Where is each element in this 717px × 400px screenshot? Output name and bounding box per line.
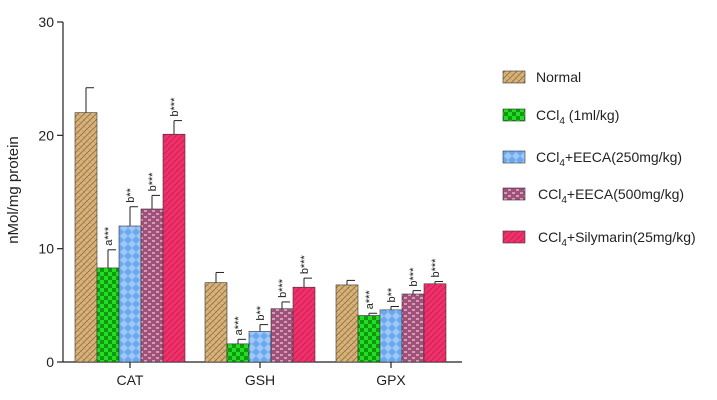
bar	[96, 267, 120, 363]
significance-label: a***	[103, 226, 115, 246]
bar	[357, 315, 381, 363]
y-tick-label: 20	[38, 127, 54, 143]
legend-label: CCl4+Silymarin(25mg/kg)	[538, 229, 696, 249]
significance-label: b**	[386, 287, 398, 302]
bar	[118, 225, 142, 363]
bar	[379, 309, 403, 363]
x-tick-label: GPX	[376, 372, 406, 388]
bar	[335, 284, 359, 363]
significance-label: b***	[277, 278, 289, 298]
significance-label: b***	[299, 254, 311, 274]
bar	[74, 112, 98, 363]
legend: Normal CCl4 (1ml/kg) CCl4+EECA(250mg/kg) CC…	[502, 69, 696, 249]
x-tick-label: GSH	[245, 372, 275, 388]
legend-swatch	[502, 187, 526, 201]
x-axis: CAT GSH GPX	[63, 361, 462, 388]
bar	[248, 331, 272, 363]
significance-label: a***	[364, 290, 376, 310]
significance-label: b***	[408, 267, 420, 287]
bar	[423, 283, 447, 363]
legend-swatch	[502, 70, 526, 84]
bar	[140, 208, 164, 363]
legend-item: Normal	[502, 69, 581, 85]
legend-label: CCl4 (1ml/kg)	[536, 107, 619, 127]
y-tick-label: 10	[38, 241, 54, 257]
y-tick-label: 30	[38, 14, 54, 30]
significance-label: b***	[430, 258, 442, 278]
significance-label: a***	[233, 316, 245, 336]
significance-label: b***	[147, 172, 159, 192]
legend-label: CCl4+EECA(250mg/kg)	[536, 149, 682, 169]
significance-label: b**	[125, 187, 137, 202]
bar	[162, 133, 186, 363]
bar	[226, 343, 250, 363]
legend-item: CCl4+Silymarin(25mg/kg)	[502, 229, 696, 249]
legend-item: CCl4 (1ml/kg)	[502, 107, 619, 127]
legend-label: CCl4+EECA(500mg/kg)	[538, 186, 684, 206]
bars-group: a*** b** b*** b*** a*** b** b*** b*** a*** b** b**…	[74, 87, 447, 363]
x-tick-label: CAT	[117, 372, 144, 388]
bar	[292, 286, 316, 363]
bar	[270, 308, 294, 363]
significance-label: b***	[169, 97, 181, 117]
legend-swatch	[502, 230, 526, 244]
legend-swatch	[502, 150, 526, 164]
y-tick-label: 0	[46, 354, 54, 370]
bar	[204, 282, 228, 363]
legend-item: CCl4+EECA(250mg/kg)	[502, 149, 682, 169]
y-axis: 0 10 20 30	[38, 14, 64, 370]
y-axis-title: nMol/mg protein	[5, 136, 22, 244]
legend-swatch	[502, 108, 526, 122]
legend-item: CCl4+EECA(500mg/kg)	[502, 186, 684, 206]
legend-label: Normal	[536, 69, 581, 85]
bar	[401, 293, 425, 363]
significance-label: b**	[255, 305, 267, 320]
